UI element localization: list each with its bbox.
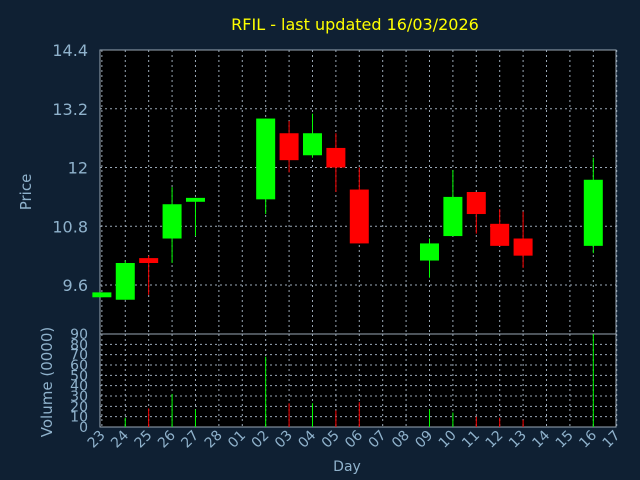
price-tick-label: 9.6 [63, 276, 88, 295]
candle-body [419, 243, 439, 261]
candle [162, 187, 182, 263]
x-tick-label: 16 [576, 427, 600, 451]
x-tick-label: 09 [412, 428, 436, 452]
candle-body [162, 204, 182, 239]
candle [419, 238, 439, 278]
x-tick-label: 01 [225, 428, 249, 452]
volume-tick-label: 50 [70, 368, 88, 384]
x-tick-label: 15 [553, 428, 577, 452]
price-panel: 9.6 10.8 12 13.2 14.4 [52, 41, 618, 335]
volume-tick-label: 70 [70, 348, 88, 364]
candle-body [513, 238, 533, 256]
volume-axis-label: Volume (0000) [38, 327, 56, 437]
candle [185, 197, 205, 237]
candle [115, 260, 135, 300]
candle [490, 209, 510, 246]
x-tick-label: 11 [459, 428, 483, 452]
y-axis-label: Price [17, 174, 35, 211]
candle-body [256, 118, 276, 200]
x-tick-label: 05 [319, 428, 343, 452]
x-tick-label: 12 [483, 428, 507, 452]
volume-bars [124, 334, 594, 427]
candle [326, 133, 346, 192]
volume-tick-label: 30 [70, 389, 88, 405]
volume-grid [100, 333, 618, 428]
candle-body [92, 292, 112, 298]
candle-body [583, 179, 603, 246]
candle [256, 118, 276, 215]
price-tick-label: 10.8 [52, 217, 88, 236]
volume-tick-label: 90 [70, 327, 88, 343]
volume-tick-label: 40 [70, 379, 88, 395]
candle [583, 157, 603, 254]
x-tick-label: 23 [85, 428, 109, 452]
x-tick-label: 03 [272, 428, 296, 452]
x-tick-labels: 23 24 25 26 27 28 01 02 03 04 05 06 07 08 09 10 11 12 13 14… [85, 427, 624, 451]
x-tick-label: 04 [295, 427, 319, 451]
candle [92, 292, 112, 298]
candle-body [349, 189, 369, 244]
x-tick-label: 25 [132, 428, 156, 452]
x-tick-label: 24 [108, 427, 132, 451]
volume-tick-label: 60 [70, 358, 88, 374]
chart-title: RFIL - last updated 16/03/2026 [231, 15, 479, 34]
volume-tick-label: 20 [70, 399, 88, 415]
candle [443, 169, 463, 237]
price-tick-label: 13.2 [52, 100, 88, 119]
candle-body [466, 192, 486, 215]
x-tick-label: 10 [436, 428, 460, 452]
x-tick-label: 26 [155, 427, 179, 451]
candle [139, 255, 159, 295]
candle [279, 121, 299, 173]
candles [92, 113, 603, 300]
candle-body [115, 263, 135, 300]
x-axis-label: Day [333, 459, 361, 475]
candle [302, 113, 322, 158]
candle-body [139, 258, 159, 263]
x-tick-label: 17 [600, 428, 624, 452]
x-tick-label: 02 [249, 428, 273, 452]
x-tick-label: 06 [342, 427, 366, 451]
x-tick-label: 27 [178, 428, 202, 452]
x-tick-label: 14 [529, 427, 553, 451]
volume-tick-label: 80 [70, 337, 88, 353]
candle-body [279, 133, 299, 161]
volume-tick-label: 0 [79, 420, 88, 436]
x-tick-label: 07 [366, 428, 390, 452]
candle-body [490, 223, 510, 246]
candle-body [185, 197, 205, 202]
price-tick-label: 12 [68, 159, 88, 178]
candle [513, 211, 533, 268]
volume-tick-label: 10 [70, 410, 88, 426]
candle-body [326, 147, 346, 168]
volume-plot-area [99, 333, 617, 428]
x-tick-label: 08 [389, 428, 413, 452]
candle-body [302, 133, 322, 156]
candle [466, 192, 486, 234]
x-tick-label: 28 [202, 428, 226, 452]
price-tick-labels: 9.6 10.8 12 13.2 14.4 [52, 41, 88, 295]
candle-body [443, 196, 463, 237]
price-tick-label: 14.4 [52, 41, 88, 60]
x-tick-label: 13 [506, 428, 530, 452]
candle [349, 167, 369, 244]
